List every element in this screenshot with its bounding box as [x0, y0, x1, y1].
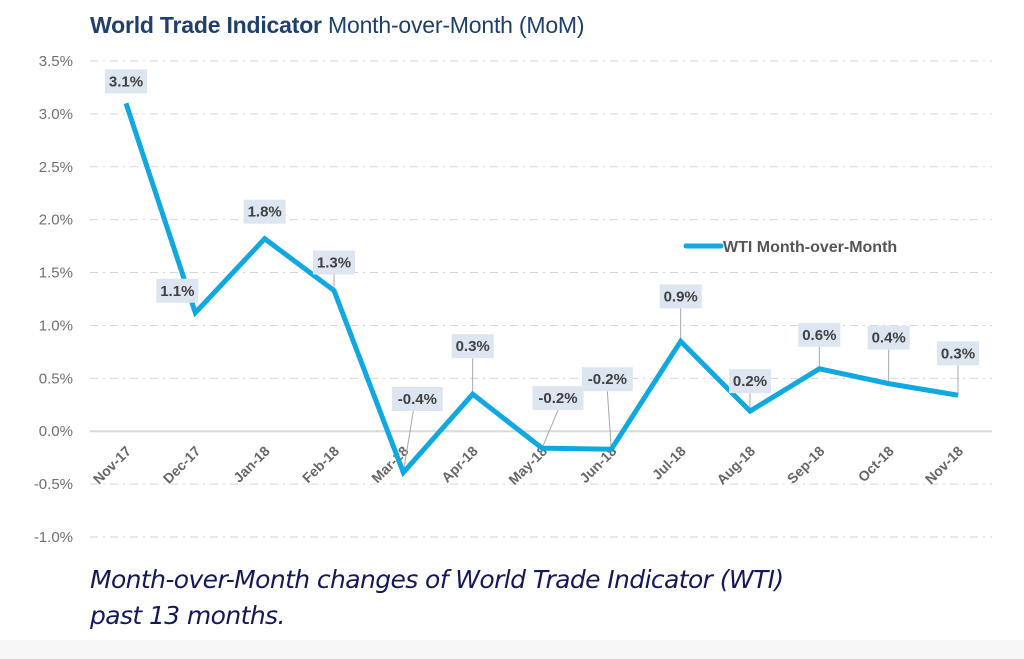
x-tick-label: Feb-18: [299, 443, 342, 486]
y-tick-label: -0.5%: [34, 476, 73, 493]
data-label: 3.1%: [105, 69, 147, 94]
y-tick-label: 1.5%: [39, 265, 73, 282]
caption-line-1: Month-over-Month changes of World Trade …: [90, 565, 784, 594]
data-label: 0.6%: [798, 322, 841, 347]
gridlines: [90, 60, 992, 538]
data-label-box: [581, 367, 633, 392]
y-tick-label: -1.0%: [34, 529, 73, 546]
data-label-text: 0.3%: [941, 345, 975, 362]
y-tick-label: 3.5%: [39, 53, 73, 70]
x-tick-label: Sep-18: [784, 443, 828, 487]
y-tick-label: 0.5%: [39, 370, 73, 387]
chart-title: World Trade Indicator Month-over-Month (…: [90, 12, 585, 39]
caption-line-2: past 13 months.: [90, 601, 285, 630]
data-label: 0.2%: [729, 369, 771, 394]
series-wti-mom: [123, 102, 959, 478]
data-label-box: [156, 278, 199, 303]
data-label: -0.4%: [391, 387, 443, 411]
x-tick-label: Nov-18: [922, 443, 966, 487]
data-label: 0.4%: [867, 325, 910, 350]
chart-title-bold: World Trade Indicator: [90, 12, 322, 38]
y-tick-label: 0.0%: [39, 423, 73, 440]
data-label-text: -0.2%: [538, 390, 577, 407]
data-label-box: [105, 69, 147, 94]
data-label: 1.8%: [243, 199, 286, 224]
data-label-box: [391, 387, 443, 411]
y-tick-label: 2.5%: [39, 159, 73, 176]
data-label: 0.3%: [451, 334, 494, 359]
data-label-box: [867, 325, 910, 350]
data-label-box: [659, 284, 702, 309]
x-tick-label: Jul-18: [649, 443, 689, 483]
data-label-text: 0.9%: [664, 288, 698, 305]
legend-label-wti: WTI Month-over-Month: [723, 239, 897, 256]
data-label-text: 1.1%: [160, 283, 194, 300]
y-tick-label: 3.0%: [39, 106, 73, 123]
x-tick-label: Nov-17: [90, 443, 134, 487]
data-label-box: [798, 322, 841, 347]
data-label-box: [729, 369, 771, 394]
data-label: 1.3%: [313, 250, 355, 275]
leader-line: [541, 409, 559, 449]
data-label-text: 1.8%: [248, 204, 282, 221]
legend: WTI Month-over-Month: [683, 239, 897, 256]
x-tick-label: Jan-18: [230, 443, 273, 486]
x-tick-label: Oct-18: [855, 443, 897, 485]
data-label-box: [313, 250, 355, 275]
data-label-box: [451, 334, 494, 359]
data-label: -0.2%: [581, 367, 633, 392]
leader-line: [606, 391, 612, 450]
y-axis-ticks: 3.5% 3.0% 2.5% 2.0% 1.5% 1.0% 0.5% 0.0% -0.5% -1.…: [34, 53, 73, 546]
data-label: 0.9%: [659, 284, 702, 309]
y-tick-label: 1.0%: [39, 317, 73, 334]
x-axis-ticks: Nov-17 Dec-17 Jan-18 Feb-18 Mar-18 Apr-18 May-…: [90, 443, 966, 488]
data-label-box: [532, 386, 584, 411]
x-tick-label: Apr-18: [438, 443, 481, 486]
data-label-text: 3.1%: [109, 73, 143, 90]
data-label-text: 0.2%: [733, 373, 767, 390]
chart-caption: Month-over-Month changes of World Trade …: [90, 562, 784, 634]
data-label-text: 0.3%: [456, 338, 490, 355]
data-label: 0.3%: [937, 341, 979, 366]
data-label: -0.2%: [532, 386, 584, 411]
data-label-box: [243, 199, 286, 224]
data-label-text: 0.6%: [802, 327, 836, 344]
data-label-text: -0.4%: [398, 391, 437, 408]
data-label-box: [937, 341, 979, 366]
data-label-text: 1.3%: [317, 255, 351, 272]
x-tick-label: Aug-18: [713, 443, 758, 488]
series-line-wti: [123, 102, 959, 478]
x-tick-label: Dec-17: [160, 443, 204, 487]
data-label: 1.1%: [156, 278, 199, 303]
chart-title-light: Month-over-Month (MoM): [328, 12, 585, 38]
y-tick-label: 2.0%: [39, 212, 73, 229]
data-label-text: 0.4%: [872, 330, 906, 347]
footer-band: [0, 640, 1024, 659]
leader-line: [402, 410, 414, 473]
data-label-text: -0.2%: [588, 371, 627, 388]
data-labels: 3.1% 1.1% 1.8% 1.3% -0.4% 0.3% -0.2% -0.2% 0.9% 0…: [105, 69, 979, 411]
